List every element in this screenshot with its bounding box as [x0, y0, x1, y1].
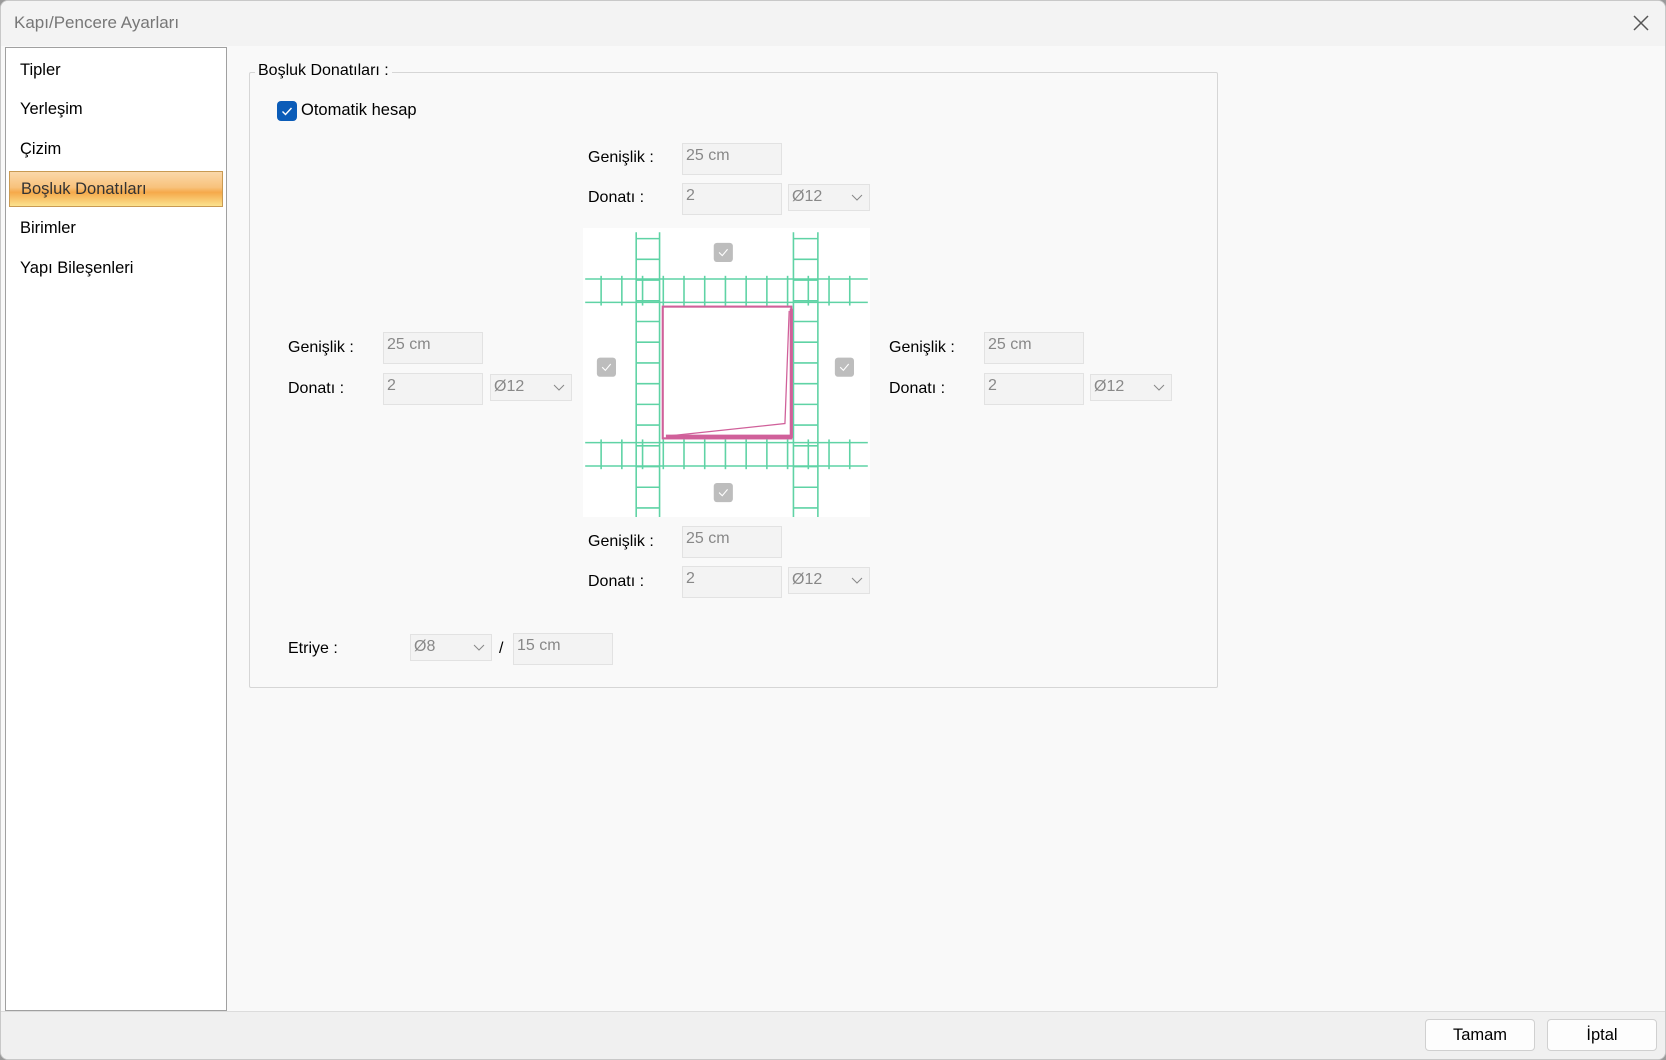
- stirrup-spacing-input[interactable]: 15 cm: [513, 633, 613, 665]
- opening-curve: [665, 310, 790, 437]
- side-right-checkbox[interactable]: [834, 357, 854, 377]
- sidebar-item-bosluk-donatilari[interactable]: Boşluk Donatıları: [9, 171, 223, 207]
- auto-calc-label: Otomatik hesap: [301, 101, 417, 119]
- bottom-rebar-label: Donatı :: [588, 573, 645, 590]
- chevron-down-icon: [851, 194, 863, 201]
- selected-value: Ø12: [1094, 378, 1125, 395]
- sidebar-item-yerlesim[interactable]: Yerleşim: [20, 100, 83, 118]
- check-icon: [718, 248, 728, 257]
- bottom-width-label: Genişlik :: [588, 533, 654, 550]
- ok-button[interactable]: Tamam: [1425, 1019, 1535, 1051]
- chevron-down-icon: [473, 644, 485, 651]
- stirrup-diameter-select[interactable]: Ø8: [410, 634, 492, 661]
- side-top-checkbox[interactable]: [713, 242, 733, 262]
- right-rebar-count-input[interactable]: 2: [984, 373, 1084, 405]
- selected-value: Ø12: [792, 188, 823, 205]
- left-width-label: Genişlik :: [288, 339, 354, 356]
- window-title: Kapı/Pencere Ayarları: [14, 13, 180, 32]
- check-icon: [282, 107, 293, 116]
- bottom-rebar-count-input[interactable]: 2: [682, 566, 782, 598]
- opening-rect: [661, 305, 793, 440]
- right-width-input[interactable]: 25 cm: [984, 332, 1084, 364]
- chevron-down-icon: [553, 384, 565, 391]
- opening-rebar-diagram: [583, 228, 870, 517]
- left-rebar-diameter-select[interactable]: Ø12: [490, 374, 572, 401]
- right-width-label: Genişlik :: [889, 339, 955, 356]
- stirrup-separator: /: [499, 640, 504, 657]
- side-left-checkbox[interactable]: [596, 357, 616, 377]
- footer-bar: [1, 1011, 1665, 1059]
- sidebar-item-cizim[interactable]: Çizim: [20, 140, 62, 158]
- sidebar-item-tipler[interactable]: Tipler: [20, 61, 61, 79]
- check-icon: [839, 363, 850, 372]
- stirrup-label: Etriye :: [288, 640, 338, 657]
- opening-rebar-group: [249, 72, 1218, 688]
- top-rebar-label: Donatı :: [588, 189, 645, 206]
- right-rebar-label: Donatı :: [889, 380, 946, 397]
- selected-value: Ø12: [792, 571, 823, 588]
- selected-value: Ø12: [494, 378, 525, 395]
- left-rebar-count-input[interactable]: 2: [383, 373, 483, 405]
- check-icon: [718, 489, 728, 497]
- top-width-label: Genişlik :: [588, 149, 654, 166]
- side-bottom-checkbox[interactable]: [713, 483, 733, 503]
- chevron-down-icon: [851, 577, 863, 584]
- top-rebar-count-input[interactable]: 2: [682, 183, 782, 215]
- top-width-input[interactable]: 25 cm: [682, 143, 782, 175]
- title-bar: Kapı/Pencere Ayarları: [1, 1, 1665, 46]
- chevron-down-icon: [1153, 384, 1165, 391]
- top-rebar-diameter-select[interactable]: Ø12: [788, 184, 870, 211]
- check-icon: [601, 363, 612, 372]
- sidebar-item-yapi-bilesenleri[interactable]: Yapı Bileşenleri: [20, 259, 134, 277]
- left-width-input[interactable]: 25 cm: [383, 332, 483, 364]
- bottom-rebar-diameter-select[interactable]: Ø12: [788, 567, 870, 594]
- right-rebar-diameter-select[interactable]: Ø12: [1090, 374, 1172, 401]
- selected-value: Ø8: [414, 638, 436, 655]
- group-title: Boşluk Donatıları :: [255, 62, 392, 80]
- sidebar-item-birimler[interactable]: Birimler: [20, 219, 76, 237]
- auto-calc-checkbox[interactable]: [277, 101, 297, 121]
- bottom-width-input[interactable]: 25 cm: [682, 526, 782, 558]
- left-rebar-label: Donatı :: [288, 380, 345, 397]
- sidebar-nav: Tipler Yerleşim Çizim Boşluk Donatıları …: [5, 47, 227, 1011]
- cancel-button[interactable]: İptal: [1547, 1019, 1657, 1051]
- opening-edge: [665, 308, 793, 438]
- close-icon[interactable]: [1629, 11, 1653, 35]
